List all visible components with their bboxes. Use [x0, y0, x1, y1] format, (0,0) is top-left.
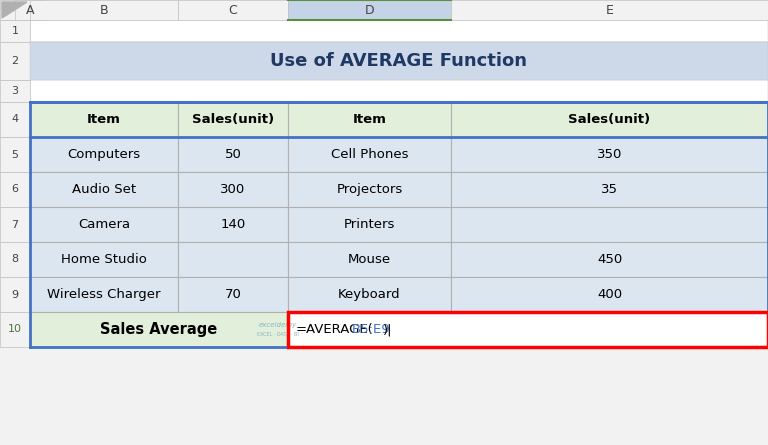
Bar	[178, 0, 288, 20]
Bar	[30, 137, 768, 172]
Bar	[0, 20, 30, 42]
Bar	[451, 277, 768, 312]
Text: )|: )|	[382, 323, 392, 336]
Bar	[178, 172, 288, 207]
Text: B: B	[100, 4, 108, 16]
Bar	[30, 207, 768, 242]
Bar	[30, 277, 768, 312]
Bar	[30, 172, 178, 207]
Text: Camera: Camera	[78, 218, 130, 231]
Bar	[0, 312, 30, 347]
Text: Printers: Printers	[344, 218, 396, 231]
Text: EXCEL · DATA · BI: EXCEL · DATA · BI	[257, 332, 299, 337]
Bar	[30, 0, 178, 20]
Bar	[288, 137, 451, 172]
Text: 450: 450	[597, 253, 622, 266]
Bar	[30, 102, 178, 137]
Text: Sales Average: Sales Average	[101, 322, 217, 337]
Text: 400: 400	[597, 288, 622, 301]
Bar	[0, 207, 30, 242]
Bar	[0, 102, 30, 137]
Bar	[178, 137, 288, 172]
Text: =AVERAGE(: =AVERAGE(	[296, 323, 374, 336]
Bar	[451, 172, 768, 207]
Bar	[30, 42, 768, 80]
Text: A: A	[26, 4, 35, 16]
Bar	[288, 312, 768, 347]
Bar	[288, 312, 768, 347]
Bar	[30, 242, 178, 277]
Text: Sales(unit): Sales(unit)	[192, 113, 274, 126]
Text: 140: 140	[220, 218, 246, 231]
Text: D: D	[365, 4, 374, 16]
Bar	[288, 207, 451, 242]
Bar	[0, 137, 30, 172]
Text: Home Studio: Home Studio	[61, 253, 147, 266]
Text: Keyboard: Keyboard	[338, 288, 401, 301]
Bar	[288, 0, 451, 20]
Text: Computers: Computers	[68, 148, 141, 161]
Text: Item: Item	[353, 113, 386, 126]
Text: Audio Set: Audio Set	[72, 183, 136, 196]
Bar	[451, 242, 768, 277]
Bar	[178, 207, 288, 242]
Bar	[30, 207, 178, 242]
Text: E: E	[605, 4, 614, 16]
Text: 8: 8	[12, 255, 18, 264]
Text: Mouse: Mouse	[348, 253, 391, 266]
Text: 1: 1	[12, 26, 18, 36]
Text: Wireless Charger: Wireless Charger	[48, 288, 161, 301]
Text: Use of AVERAGE Function: Use of AVERAGE Function	[270, 52, 528, 70]
Text: 5: 5	[12, 150, 18, 159]
Text: Cell Phones: Cell Phones	[331, 148, 409, 161]
Bar	[30, 242, 768, 277]
Polygon shape	[2, 2, 27, 18]
Bar	[451, 0, 768, 20]
Bar	[0, 277, 30, 312]
Text: C: C	[229, 4, 237, 16]
Text: 9: 9	[12, 290, 18, 299]
Bar	[288, 242, 451, 277]
Bar	[451, 207, 768, 242]
Bar	[30, 102, 768, 137]
Text: Projectors: Projectors	[336, 183, 402, 196]
Text: B5:E9: B5:E9	[352, 323, 390, 336]
Bar	[30, 42, 768, 80]
Bar	[288, 277, 451, 312]
Bar	[178, 277, 288, 312]
Text: 3: 3	[12, 86, 18, 96]
Bar	[288, 172, 451, 207]
Bar	[30, 20, 768, 42]
Text: exceldemy: exceldemy	[259, 323, 297, 328]
Text: Item: Item	[87, 113, 121, 126]
Bar	[30, 312, 288, 347]
Bar	[0, 42, 30, 80]
Text: 6: 6	[12, 185, 18, 194]
Text: Sales(unit): Sales(unit)	[568, 113, 650, 126]
Bar	[30, 277, 178, 312]
Text: 300: 300	[220, 183, 246, 196]
Text: 50: 50	[224, 148, 241, 161]
Bar	[0, 0, 30, 20]
Bar	[451, 137, 768, 172]
Bar	[0, 80, 30, 102]
Text: 7: 7	[12, 219, 18, 230]
Bar	[0, 172, 30, 207]
Bar	[178, 242, 288, 277]
Text: 2: 2	[12, 56, 18, 66]
Text: 4: 4	[12, 114, 18, 125]
Text: 10: 10	[8, 324, 22, 335]
Bar	[15, 0, 45, 20]
Text: 350: 350	[597, 148, 622, 161]
Bar	[0, 242, 30, 277]
Bar	[30, 80, 768, 102]
Bar	[30, 172, 768, 207]
Bar	[30, 137, 178, 172]
Bar	[30, 312, 768, 347]
Bar	[288, 102, 451, 137]
Text: 35: 35	[601, 183, 618, 196]
Bar	[178, 102, 288, 137]
Text: 70: 70	[224, 288, 241, 301]
Bar	[451, 102, 768, 137]
